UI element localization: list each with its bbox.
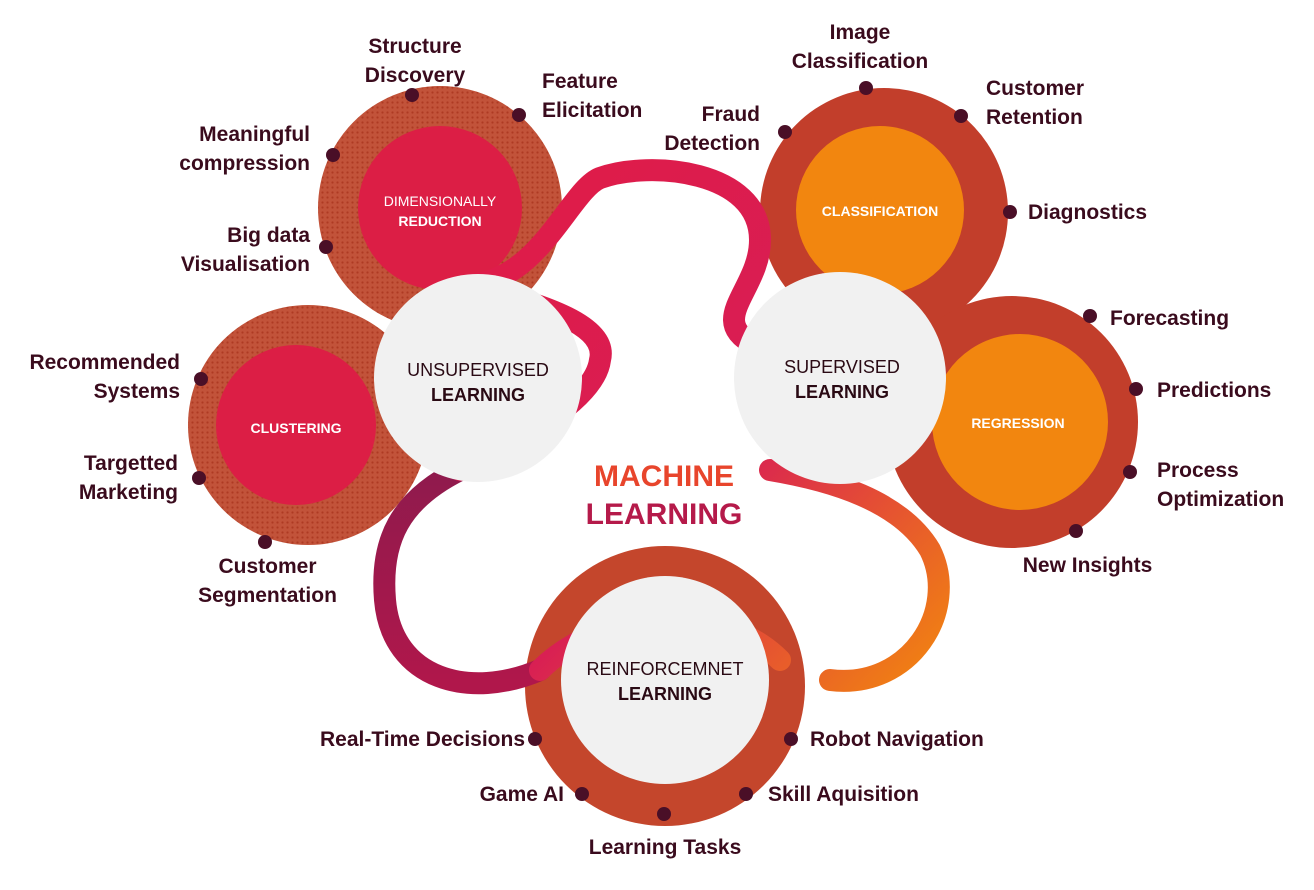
label-big-data-visualisation: Big data Visualisation bbox=[180, 224, 310, 276]
bullet-big-data bbox=[319, 240, 333, 254]
label-predictions: Predictions bbox=[1157, 379, 1272, 402]
regression-disc-label: REGRESSION bbox=[938, 413, 1098, 433]
reinforcement-line1: REINFORCEMNET bbox=[586, 659, 744, 679]
dimensionality-line1: DIMENSIONALLY bbox=[383, 193, 497, 209]
bullet-game-ai bbox=[575, 787, 589, 801]
bullet-customer-segmentation bbox=[258, 535, 272, 549]
clustering-disc bbox=[216, 345, 376, 505]
bullet-customer-retention bbox=[954, 109, 968, 123]
bullet-real-time-decisions bbox=[528, 732, 542, 746]
bullet-diagnostics bbox=[1003, 205, 1017, 219]
bullet-structure-discovery bbox=[405, 88, 419, 102]
label-recommended-systems: Recommended Systems bbox=[29, 351, 180, 403]
unsupervised-hub-label: UNSUPERVISED LEARNING bbox=[388, 358, 568, 408]
label-meaningful-compression: Meaningful compression bbox=[179, 123, 310, 175]
dimensionality-disc-label: DIMENSIONALLY REDUCTION bbox=[360, 191, 520, 231]
bullet-targetted-marketing bbox=[192, 471, 206, 485]
center-title-line2: LEARNING bbox=[585, 498, 743, 531]
reinforcement-hub-label: REINFORCEMNET LEARNING bbox=[565, 657, 765, 707]
bullet-fraud-detection bbox=[778, 125, 792, 139]
bullet-meaningful-compression bbox=[326, 148, 340, 162]
label-learning-tasks: Learning Tasks bbox=[588, 836, 742, 859]
label-diagnostics: Diagnostics bbox=[1028, 201, 1148, 224]
unsupervised-line2: LEARNING bbox=[431, 385, 525, 405]
clustering-disc-label: CLUSTERING bbox=[216, 418, 376, 438]
bullet-image-classification bbox=[859, 81, 873, 95]
bullet-learning-tasks bbox=[657, 807, 671, 821]
bullet-new-insights bbox=[1069, 524, 1083, 538]
regression-disc bbox=[932, 334, 1108, 510]
classification-disc bbox=[796, 126, 964, 294]
bullet-robot-navigation bbox=[784, 732, 798, 746]
clustering-line1: CLUSTERING bbox=[250, 420, 342, 436]
bullets bbox=[192, 81, 1143, 821]
regression-line1: REGRESSION bbox=[971, 415, 1065, 431]
label-robot-navigation: Robot Navigation bbox=[810, 728, 984, 751]
bullet-predictions bbox=[1129, 382, 1143, 396]
bullet-process-optimization bbox=[1123, 465, 1137, 479]
learning-loop bbox=[449, 159, 950, 692]
supervised-hub bbox=[734, 272, 946, 484]
classification-disc-label: CLASSIFICATION bbox=[800, 201, 960, 221]
label-structure-discovery: Structure Discovery bbox=[364, 35, 466, 87]
label-real-time-decisions: Real-Time Decisions bbox=[319, 728, 525, 751]
supervised-line2: LEARNING bbox=[795, 382, 889, 402]
center-title: MACHINE LEARNING bbox=[534, 458, 794, 534]
label-game-ai: Game AI bbox=[479, 783, 564, 806]
dimensionality-line2: REDUCTION bbox=[398, 213, 482, 229]
learning-loop-left bbox=[373, 459, 551, 695]
label-customer-segmentation: Customer Segmentation bbox=[198, 555, 337, 607]
bullet-feature-elicitation bbox=[512, 108, 526, 122]
label-fraud-detection: Fraud Detection bbox=[664, 103, 760, 155]
reinforcement-line2: LEARNING bbox=[618, 684, 712, 704]
label-process-optimization: Process Optimization bbox=[1157, 459, 1285, 511]
supervised-hub-label: SUPERVISED LEARNING bbox=[752, 355, 932, 405]
label-image-classification: Image Classification bbox=[791, 21, 929, 73]
unsupervised-line1: UNSUPERVISED bbox=[407, 360, 549, 380]
supervised-line1: SUPERVISED bbox=[784, 357, 900, 377]
label-targetted-marketing: Targetted Marketing bbox=[78, 452, 178, 504]
label-feature-elicitation: Feature Elicitation bbox=[542, 70, 643, 122]
center-title-line1: MACHINE bbox=[594, 460, 734, 493]
reinforcement-hub bbox=[561, 576, 769, 784]
bullet-forecasting bbox=[1083, 309, 1097, 323]
bullet-skill-aquisition bbox=[739, 787, 753, 801]
label-forecasting: Forecasting bbox=[1110, 307, 1230, 330]
unsupervised-hub bbox=[374, 274, 582, 482]
label-customer-retention: Customer Retention bbox=[986, 77, 1085, 129]
bullet-recommended-systems bbox=[194, 372, 208, 386]
dimensionality-disc bbox=[358, 126, 522, 290]
label-skill-aquisition: Skill Aquisition bbox=[768, 783, 919, 806]
label-new-insights: New Insights bbox=[1022, 554, 1153, 577]
classification-line1: CLASSIFICATION bbox=[821, 203, 939, 219]
